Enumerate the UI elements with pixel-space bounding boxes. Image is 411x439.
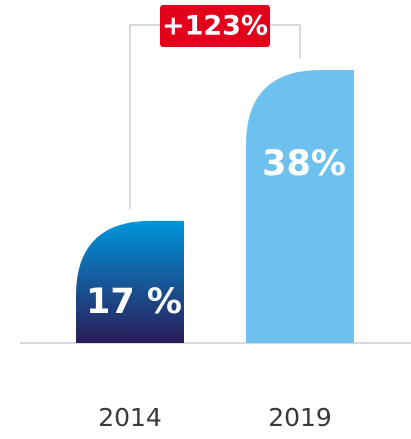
value-label: 17 % xyxy=(86,282,182,322)
x-tick-label: 2014 xyxy=(98,403,162,432)
value-label: 38% xyxy=(262,144,346,184)
x-tick-label: 2019 xyxy=(268,403,332,432)
bar xyxy=(76,220,184,343)
annotation-badge xyxy=(160,5,270,47)
bar xyxy=(246,70,354,343)
annotation: +123% xyxy=(162,11,268,42)
